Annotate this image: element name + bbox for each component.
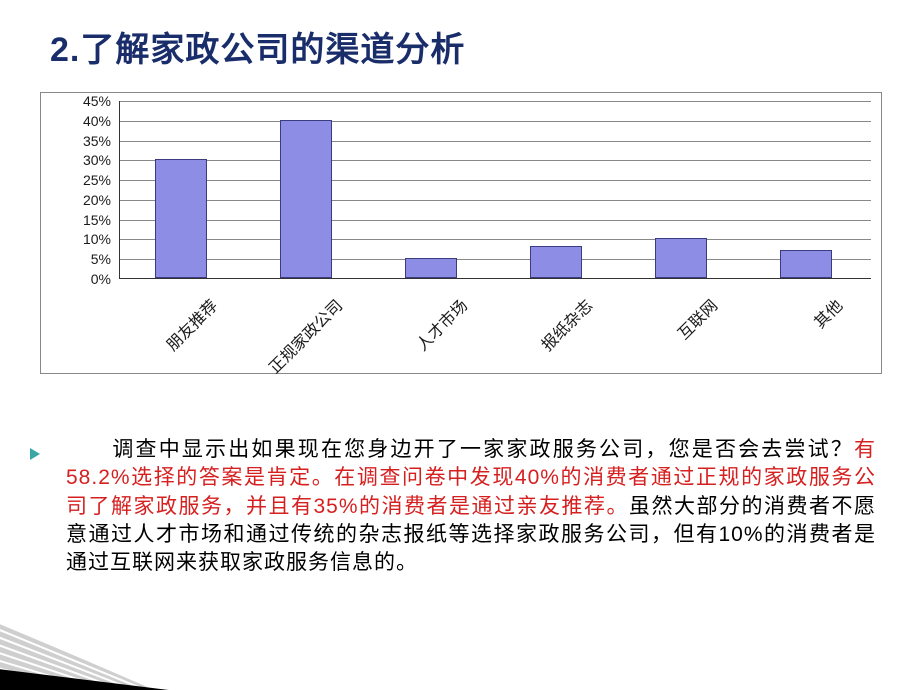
xaxis-label: 正规家政公司 [252,293,347,388]
yaxis-label: 35% [41,133,111,149]
gridline [120,121,871,122]
gridline [120,259,871,260]
gridline [120,200,871,201]
bar [530,246,582,278]
yaxis-label: 15% [41,212,111,228]
xaxis-label: 人才市场 [377,293,472,388]
xaxis-label: 互联网 [627,293,722,388]
bar [280,120,332,278]
yaxis-label: 0% [41,271,111,287]
yaxis-label: 30% [41,152,111,168]
xaxis-label: 报纸杂志 [502,293,597,388]
yaxis-label: 5% [41,251,111,267]
yaxis-label: 40% [41,113,111,129]
bar-chart: 0%5%10%15%20%25%30%35%40%45%朋友推荐正规家政公司人才… [40,92,882,374]
bar [405,258,457,278]
gridline [120,141,871,142]
gridline [120,180,871,181]
bar [655,238,707,278]
plot-area: 0%5%10%15%20%25%30%35%40%45%朋友推荐正规家政公司人才… [119,101,871,279]
xaxis-label: 朋友推荐 [127,293,222,388]
gridline [120,220,871,221]
gridline [120,101,871,102]
bar [155,159,207,278]
body-paragraph: 调查中显示出如果现在您身边开了一家家政服务公司，您是否会去尝试？有58.2%选择… [66,436,876,578]
xaxis-label: 其他 [752,293,847,388]
para-head: 调查中显示出如果现在您身边开了一家家政服务公司，您是否会去尝试？ [66,438,854,461]
gridline [120,160,871,161]
yaxis-label: 20% [41,192,111,208]
bar [780,250,832,278]
slide-title: 2.了解家政公司的渠道分析 [50,22,465,71]
corner-decoration [0,580,250,690]
bullet-icon [30,448,40,460]
gridline [120,239,871,240]
yaxis-label: 45% [41,93,111,109]
yaxis-label: 25% [41,172,111,188]
yaxis-label: 10% [41,231,111,247]
